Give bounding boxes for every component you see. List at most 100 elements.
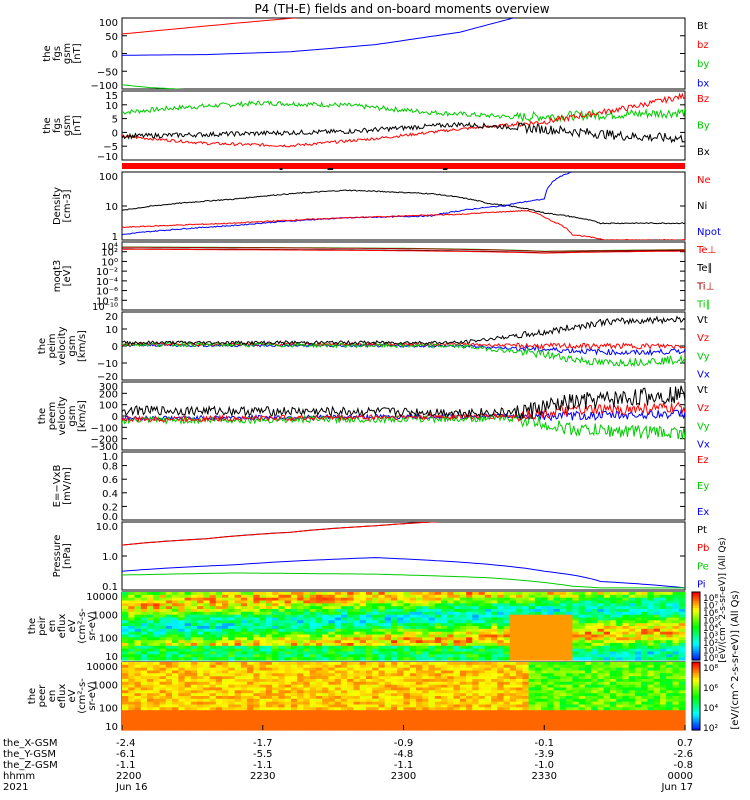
series-Vz xyxy=(122,401,685,424)
x-tick-label: 2230 xyxy=(250,771,275,782)
series-Ne xyxy=(122,209,685,240)
legend-Bx: Bx xyxy=(697,147,710,158)
y-axis-label: Density xyxy=(52,187,63,225)
y-axis-label: eV xyxy=(67,619,78,632)
y-tick-label: 10.0 xyxy=(96,522,118,533)
x-tick-label: -2.6 xyxy=(673,749,693,760)
y-tick-label: 5 xyxy=(112,115,118,126)
y-axis-label: [eV] xyxy=(62,266,73,287)
y-axis-label: en xyxy=(47,690,58,703)
legend-Ey: Ey xyxy=(697,481,709,492)
y-axis-label: [nT] xyxy=(72,43,83,63)
x-tick-label: 2300 xyxy=(391,771,416,782)
legend-Te⊥: Te⊥ xyxy=(696,245,716,256)
x-row-label: the_Z-GSM xyxy=(3,760,58,771)
y-axis-label: (cm²-s- xyxy=(77,678,88,714)
series-bx xyxy=(122,18,516,56)
series-By xyxy=(122,100,685,123)
plot-title: P4 (TH-E) fields and on-board moments ov… xyxy=(254,2,549,16)
flag-tick xyxy=(279,168,283,170)
colorbar-tick-label: 10⁷ xyxy=(703,602,718,612)
x-row-label: 2021 xyxy=(3,782,28,793)
y-axis-label: Pressure xyxy=(52,535,63,578)
colorbar-tick-label: 10⁴ xyxy=(703,624,718,634)
colorbar-tick-label: 10¹ xyxy=(703,647,718,657)
y-tick-label: 10000 xyxy=(86,592,118,603)
panel-0: 100 50 0 −50 −100 the fgs gsm [nT] Bt bz by bx xyxy=(42,17,709,92)
x-tick-label: -6.1 xyxy=(116,749,136,760)
panel-frame xyxy=(121,90,686,161)
y-tick-label: −100 xyxy=(91,423,118,434)
y-tick-label: 1000 xyxy=(93,681,118,692)
legend-Ni: Ni xyxy=(697,201,707,212)
y-tick-label: 100 xyxy=(99,18,118,29)
legend-bx: bx xyxy=(697,78,709,89)
x-tick-label: -4.8 xyxy=(394,749,414,760)
y-tick-label: 10 xyxy=(105,325,118,336)
y-tick-label: 0.0 xyxy=(102,512,118,523)
y-axis-label: eflux xyxy=(57,614,68,639)
x-tick-label: -0.1 xyxy=(534,738,554,749)
legend-Vy: Vy xyxy=(697,351,710,362)
y-tick-label: 0.2 xyxy=(102,502,118,513)
y-tick-label: 20 xyxy=(105,312,118,323)
legend-Ez: Ez xyxy=(697,455,709,466)
flag-tick xyxy=(442,168,448,170)
legend-Ne: Ne xyxy=(697,175,711,186)
y-tick-label: 10² xyxy=(101,248,118,259)
x-tick-label: -1.0 xyxy=(534,760,554,771)
colorbar-label-top: [eV/(cm^2-s-sr-eV)] (All Qs) xyxy=(718,537,728,662)
y-tick-label: 10 xyxy=(105,202,118,213)
series-Vt xyxy=(122,315,685,346)
y-axis-label: sr-eV) xyxy=(87,681,98,710)
colorbar-tick-label: 10³ xyxy=(703,632,718,642)
y-axis-label: gsm xyxy=(67,405,78,426)
x-tick-label: Jun 16 xyxy=(115,782,148,793)
colorbar-tick-label: 10² xyxy=(703,639,718,649)
y-axis-label: peem xyxy=(47,402,58,430)
flag-bar xyxy=(122,163,685,169)
y-tick-label: 0.1 xyxy=(102,582,118,593)
y-tick-label: 0 xyxy=(112,128,118,139)
series-Ti⊥ xyxy=(122,246,685,253)
colorbar-label: [eV/(cm^2-s-sr-eV)] (All Qs) xyxy=(730,590,741,729)
x-tick-label: 2200 xyxy=(116,771,141,782)
legend-Vz: Vz xyxy=(697,333,709,344)
y-axis-label: eV xyxy=(67,689,78,702)
y-tick-label: 10⁻⁶ xyxy=(96,287,118,298)
series-Bz xyxy=(122,92,685,148)
legend-Vz: Vz xyxy=(697,403,709,414)
y-axis-label: velocity xyxy=(57,396,68,435)
series-Npot xyxy=(122,172,573,236)
legend-Pi: Pi xyxy=(697,580,706,591)
y-tick-label: 100 xyxy=(99,172,118,183)
y-axis-label: gsm xyxy=(67,335,78,356)
y-axis-label: E=−VxB xyxy=(52,465,63,508)
y-axis-label: [mV/m] xyxy=(62,467,73,505)
y-axis-label: the xyxy=(42,45,53,61)
series-Pt xyxy=(122,522,442,546)
y-axis-label: the xyxy=(42,117,53,133)
y-tick-label: 10 xyxy=(105,722,118,733)
legend-Bt: Bt xyxy=(697,21,708,32)
x-row-label: hhmm xyxy=(3,771,35,782)
y-axis-label: moqt3 xyxy=(52,260,63,293)
legend-Ti⊥: Ti⊥ xyxy=(696,281,714,292)
legend-Npot: Npot xyxy=(697,227,721,238)
panel-frame xyxy=(121,521,686,591)
y-axis-label: the xyxy=(27,618,38,634)
colorbar-tick-label: 10² xyxy=(703,724,718,734)
y-tick-label: 0.8 xyxy=(102,462,118,473)
y-tick-label: 300 xyxy=(99,382,118,393)
legend-Ti∥: Ti∥ xyxy=(696,300,711,311)
legend-Pt: Pt xyxy=(697,525,707,536)
y-axis-label: eflux xyxy=(57,684,68,709)
panel-9: 10000 1000 100 10 the peir en eflux eV (cm²-s-sr-… xyxy=(27,591,718,664)
y-axis-label: (cm²-s- xyxy=(77,608,88,644)
legend-Bz: Bz xyxy=(697,94,709,105)
y-tick-label: 100 xyxy=(99,633,118,644)
y-axis-label: gsm xyxy=(62,43,73,64)
